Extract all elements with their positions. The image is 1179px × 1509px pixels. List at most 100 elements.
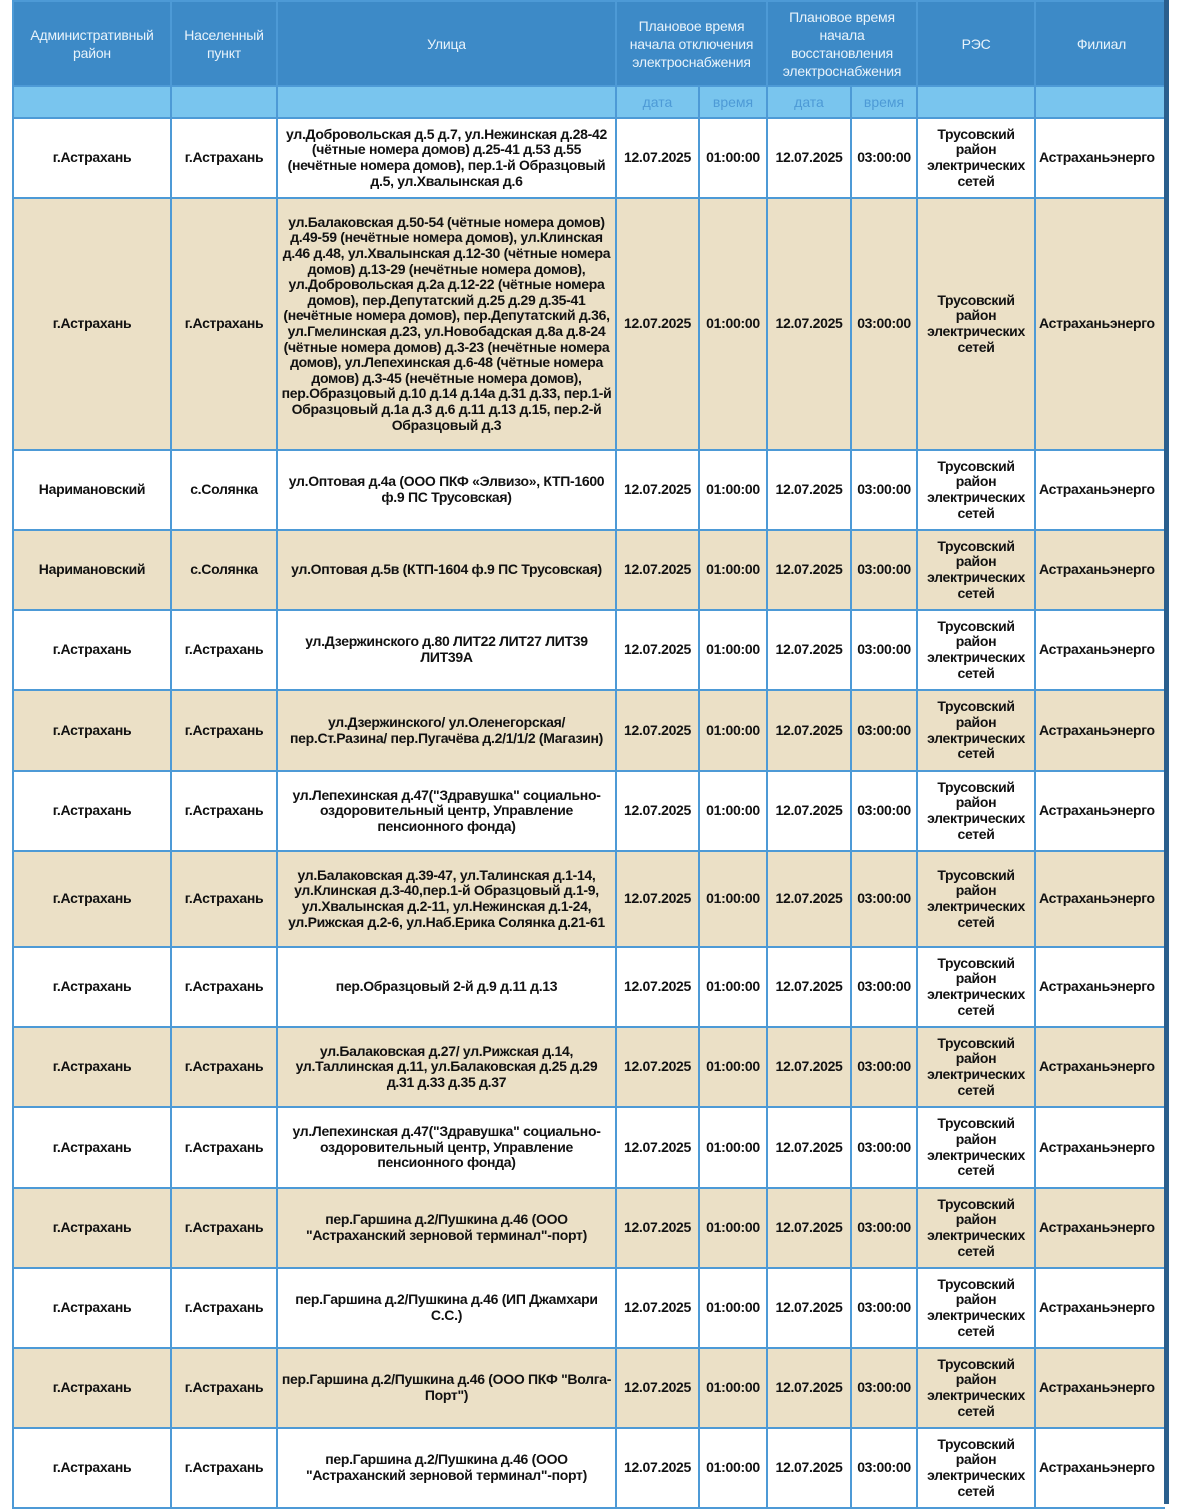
cell-res: Трусовский район электрических сетей — [916, 449, 1037, 531]
table-row: г.Астрахань г.Астрахань пер.Гаршина д.2/Пу… — [12, 1427, 1165, 1509]
cell-on-date: 12.07.2025 — [766, 946, 853, 1028]
cell-off-date: 12.07.2025 — [615, 1347, 700, 1429]
cell-on-date: 12.07.2025 — [766, 197, 853, 451]
cell-branch: Астраханьэнерго — [1034, 529, 1165, 611]
cell-street: пер.Гаршина д.2/Пушкина д.46 (ИП Джамхар… — [276, 1267, 617, 1349]
cell-branch: Астраханьэнерго — [1034, 1427, 1165, 1509]
cell-on-date: 12.07.2025 — [766, 117, 853, 199]
cell-res: Трусовский район электрических сетей — [916, 609, 1037, 691]
cell-off-time: 01:00:00 — [697, 770, 769, 852]
cell-off-date: 12.07.2025 — [615, 850, 700, 948]
cell-off-date: 12.07.2025 — [615, 1187, 700, 1269]
table-row: г.Астрахань г.Астрахань пер.Гаршина д.2/Пу… — [12, 1267, 1165, 1349]
cell-on-time: 03:00:00 — [850, 1026, 919, 1108]
cell-res: Трусовский район электрических сетей — [916, 1347, 1037, 1429]
cell-off-time: 01:00:00 — [697, 529, 769, 611]
cell-district: Наримановский — [12, 529, 172, 611]
cell-off-time: 01:00:00 — [697, 117, 769, 199]
table-row: Наримановский с.Солянка ул.Оптовая д.4а (О… — [12, 449, 1165, 531]
cell-district: г.Астрахань — [12, 1347, 172, 1429]
cell-branch: Астраханьэнерго — [1034, 850, 1165, 948]
cell-district: г.Астрахань — [12, 770, 172, 852]
cell-on-time: 03:00:00 — [850, 1106, 919, 1189]
table-row: г.Астрахань г.Астрахань пер.Образцовый 2-й… — [12, 946, 1165, 1028]
cell-branch: Астраханьэнерго — [1034, 609, 1165, 691]
cell-branch: Астраханьэнерго — [1034, 1106, 1165, 1189]
scrollbar[interactable] — [1164, 0, 1169, 1504]
cell-street: ул.Лепехинская д.47("Здравушка" социальн… — [276, 770, 617, 852]
cell-locality: г.Астрахань — [170, 609, 278, 691]
cell-locality: г.Астрахань — [170, 850, 278, 948]
cell-on-date: 12.07.2025 — [766, 1267, 853, 1349]
cell-res: Трусовский район электрических сетей — [916, 197, 1037, 451]
cell-locality: г.Астрахань — [170, 1187, 278, 1269]
cell-off-date: 12.07.2025 — [615, 689, 700, 772]
cell-on-date: 12.07.2025 — [766, 1347, 853, 1429]
cell-locality: г.Астрахань — [170, 1347, 278, 1429]
cell-res: Трусовский район электрических сетей — [916, 1026, 1037, 1108]
cell-street: ул.Добровольская д.5 д.7, ул.Нежинская д… — [276, 117, 617, 199]
cell-off-time: 01:00:00 — [697, 1106, 769, 1189]
table-row: г.Астрахань г.Астрахань пер.Гаршина д.2/Пу… — [12, 1347, 1165, 1429]
cell-res: Трусовский район электрических сетей — [916, 1106, 1037, 1189]
cell-district: г.Астрахань — [12, 117, 172, 199]
cell-branch: Астраханьэнерго — [1034, 117, 1165, 199]
cell-on-time: 03:00:00 — [850, 689, 919, 772]
cell-res: Трусовский район электрических сетей — [916, 770, 1037, 852]
cell-off-time: 01:00:00 — [697, 1427, 769, 1509]
cell-on-date: 12.07.2025 — [766, 1106, 853, 1189]
cell-off-date: 12.07.2025 — [615, 529, 700, 611]
sub-on-date: дата — [766, 85, 853, 119]
cell-off-date: 12.07.2025 — [615, 1106, 700, 1189]
outage-table: Административный район Населенный пункт … — [12, 0, 1165, 1509]
cell-on-time: 03:00:00 — [850, 850, 919, 948]
cell-on-date: 12.07.2025 — [766, 850, 853, 948]
cell-street: ул.Дзержинского д.80 ЛИТ22 ЛИТ27 ЛИТ39 Л… — [276, 609, 617, 691]
cell-on-time: 03:00:00 — [850, 197, 919, 451]
cell-res: Трусовский район электрических сетей — [916, 1267, 1037, 1349]
cell-on-date: 12.07.2025 — [766, 449, 853, 531]
cell-locality: г.Астрахань — [170, 1026, 278, 1108]
col-on-time: Плановое время начала восстановления эле… — [766, 0, 919, 87]
cell-on-time: 03:00:00 — [850, 1347, 919, 1429]
cell-on-time: 03:00:00 — [850, 609, 919, 691]
sub-empty — [170, 85, 278, 119]
cell-on-time: 03:00:00 — [850, 1267, 919, 1349]
cell-on-time: 03:00:00 — [850, 529, 919, 611]
sub-off-date: дата — [615, 85, 700, 119]
cell-off-time: 01:00:00 — [697, 449, 769, 531]
col-street: Улица — [276, 0, 617, 87]
cell-on-time: 03:00:00 — [850, 770, 919, 852]
cell-street: ул.Балаковская д.27/ ул.Рижская д.14, ул… — [276, 1026, 617, 1108]
col-off-time: Плановое время начала отключения электро… — [614, 0, 769, 87]
cell-district: г.Астрахань — [12, 1026, 172, 1108]
cell-locality: г.Астрахань — [170, 1427, 278, 1509]
col-locality: Населенный пункт — [170, 0, 278, 87]
col-branch: Филиал — [1034, 0, 1165, 87]
cell-branch: Астраханьэнерго — [1034, 770, 1165, 852]
cell-off-time: 01:00:00 — [697, 1347, 769, 1429]
table-row: г.Астрахань г.Астрахань ул.Дзержинского д.… — [12, 609, 1165, 691]
cell-res: Трусовский район электрических сетей — [916, 1427, 1037, 1509]
cell-off-time: 01:00:00 — [697, 1187, 769, 1269]
outage-table-container: Административный район Населенный пункт … — [12, 0, 1165, 1509]
cell-district: г.Астрахань — [12, 609, 172, 691]
cell-branch: Астраханьэнерго — [1034, 1187, 1165, 1269]
cell-off-date: 12.07.2025 — [615, 1427, 700, 1509]
sub-off-time: время — [697, 85, 769, 119]
cell-locality: г.Астрахань — [170, 197, 278, 451]
table-row: г.Астрахань г.Астрахань ул.Балаковская д.3… — [12, 850, 1165, 948]
cell-district: Наримановский — [12, 449, 172, 531]
cell-on-date: 12.07.2025 — [766, 689, 853, 772]
cell-off-time: 01:00:00 — [697, 197, 769, 451]
header-row: Административный район Населенный пункт … — [12, 0, 1165, 87]
col-district: Административный район — [12, 0, 172, 87]
table-row: Наримановский с.Солянка ул.Оптовая д.5в (К… — [12, 529, 1165, 611]
cell-on-time: 03:00:00 — [850, 946, 919, 1028]
cell-street: ул.Дзержинского/ ул.Оленегорская/ пер.Ст… — [276, 689, 617, 772]
sub-empty — [916, 85, 1037, 119]
sub-on-time: время — [850, 85, 919, 119]
cell-street: пер.Гаршина д.2/Пушкина д.46 (ООО "Астра… — [276, 1187, 617, 1269]
cell-res: Трусовский район электрических сетей — [916, 850, 1037, 948]
cell-off-date: 12.07.2025 — [615, 1026, 700, 1108]
